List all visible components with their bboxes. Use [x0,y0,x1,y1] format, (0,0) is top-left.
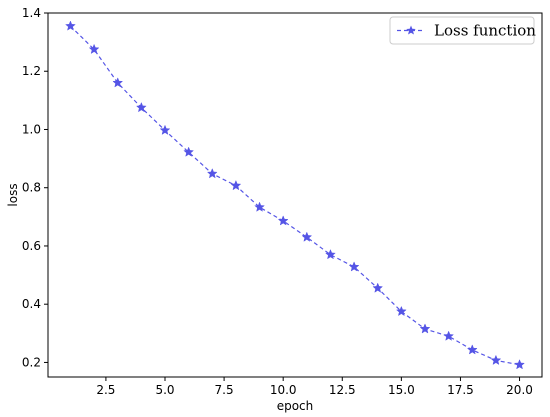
data-point-star [443,330,455,341]
x-axis-ticks: 2.5 5.0 7.5 10.0 12.5 15.0 17.5 20.0 [96,377,533,397]
data-point-star [88,43,100,54]
x-tick-label: 12.5 [329,383,356,397]
data-point-star [372,282,384,293]
y-tick-label: 0.6 [22,239,41,253]
x-tick-label: 10.0 [270,383,297,397]
x-tick-label: 17.5 [447,383,474,397]
legend-star-marker [406,25,416,35]
data-point-star [254,201,265,212]
data-point-star [419,323,431,334]
y-axis-ticks: 0.2 0.4 0.6 0.8 1.0 1.2 1.4 [22,6,48,369]
x-tick-label: 15.0 [388,383,415,397]
y-tick-label: 1.0 [22,122,41,136]
x-axis-label: epoch [277,399,314,413]
data-point-star [301,231,313,242]
data-point-star [395,305,407,317]
data-point-star [112,77,124,88]
y-tick-label: 0.8 [22,181,41,195]
x-tick-label: 7.5 [215,383,234,397]
y-tick-label: 0.2 [22,355,41,369]
data-point-star [490,354,502,365]
data-point-star [230,180,242,191]
data-point-star [277,215,289,226]
data-point-star [65,20,76,31]
y-tick-label: 1.4 [22,6,41,20]
y-tick-label: 1.2 [22,64,41,78]
y-tick-label: 0.4 [22,297,41,311]
legend-entry-label: Loss function [434,22,536,40]
data-point-star [466,344,478,355]
data-point-star [348,261,360,272]
data-point-star [206,168,218,179]
series-layer [65,20,525,370]
data-point-star [159,124,171,135]
x-tick-label: 20.0 [506,383,533,397]
data-point-star [325,249,336,260]
x-tick-label: 5.0 [155,383,174,397]
data-point-star [514,359,525,370]
x-tick-label: 2.5 [96,383,115,397]
legend: Loss function [389,16,536,45]
y-axis-label: loss [6,183,20,206]
data-point-star [183,146,195,157]
axes-frame [47,12,543,378]
legend-box [389,16,535,45]
data-point-star [135,101,147,113]
